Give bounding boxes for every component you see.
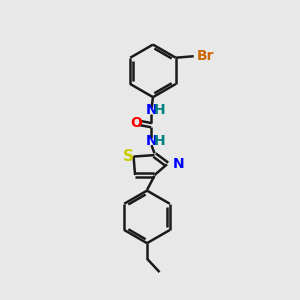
Text: N: N <box>146 103 157 117</box>
Text: O: O <box>130 116 142 130</box>
Text: N: N <box>172 157 184 171</box>
Text: H: H <box>154 134 166 148</box>
Text: H: H <box>154 103 166 117</box>
Text: N: N <box>146 134 157 148</box>
Text: S: S <box>123 149 134 164</box>
Text: Br: Br <box>196 49 214 63</box>
